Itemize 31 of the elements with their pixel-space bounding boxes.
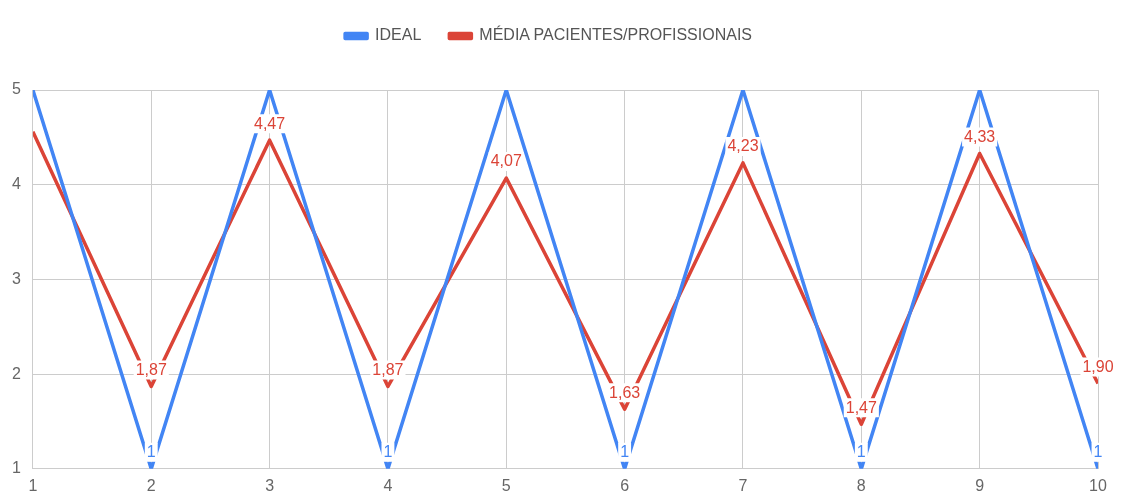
legend-label: MÉDIA PACIENTES/PROFISSIONAIS: [479, 25, 753, 44]
data-label: 1,87: [372, 360, 404, 378]
x-tick-label: 8: [856, 476, 866, 494]
data-label: 1: [383, 443, 393, 461]
x-tick-label: 7: [738, 476, 748, 494]
data-label: 1: [620, 443, 630, 461]
data-label: 1: [146, 443, 156, 461]
y-tick-label: 5: [11, 80, 21, 98]
x-tick-label: 6: [620, 476, 630, 494]
data-label: 1,87: [135, 360, 167, 378]
x-tick-label: 1: [28, 476, 38, 494]
x-tick-label: 4: [383, 476, 393, 494]
data-label: 1,63: [609, 383, 641, 401]
x-tick-label: 9: [975, 476, 985, 494]
y-tick-label: 4: [11, 175, 21, 193]
x-tick-label: 10: [1089, 476, 1107, 494]
y-tick-label: 3: [11, 269, 21, 287]
legend-label: IDEAL: [375, 26, 422, 44]
data-label: 4,07: [490, 152, 522, 170]
x-tick-label: 2: [146, 476, 156, 494]
data-label: 1,47: [845, 398, 877, 416]
data-label: 1,90: [1082, 357, 1114, 375]
x-tick-label: 3: [265, 476, 275, 494]
x-tick-label: 5: [501, 476, 511, 494]
data-label: 4,33: [964, 127, 996, 145]
y-tick-label: 1: [11, 459, 21, 477]
data-label: 1: [1093, 443, 1103, 461]
data-label: 4,23: [727, 137, 759, 155]
data-label: 4,47: [254, 114, 286, 132]
y-tick-label: 2: [11, 364, 21, 382]
data-label: 1: [856, 443, 866, 461]
